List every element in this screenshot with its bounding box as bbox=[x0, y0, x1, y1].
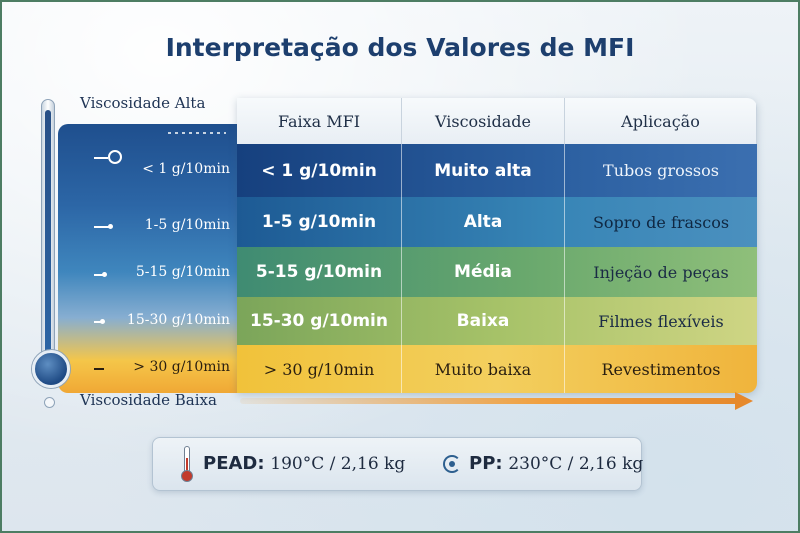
test-conditions-box: PEAD: 190°C / 2,16 kg PP: 230°C / 2,16 k… bbox=[152, 437, 643, 491]
cell-faixa: 5-15 g/10min bbox=[237, 247, 402, 297]
ring-icon bbox=[108, 150, 122, 164]
cell-viscosidade: Baixa bbox=[402, 297, 565, 345]
thermometer-icon bbox=[181, 446, 193, 484]
cell-viscosidade: Muito baixa bbox=[402, 345, 565, 393]
scale-top-label: Viscosidade Alta bbox=[80, 94, 206, 112]
header-viscosidade: Viscosidade bbox=[402, 98, 565, 144]
cell-aplicacao: Filmes flexíveis bbox=[598, 311, 724, 331]
cell-faixa: > 30 g/10min bbox=[237, 345, 402, 393]
cell-aplicacao: Revestimentos bbox=[601, 359, 721, 379]
table-row: > 30 g/10min Muito baixa Revestimentos bbox=[237, 345, 757, 393]
pead-condition: PEAD: 190°C / 2,16 kg bbox=[203, 453, 405, 474]
scale-panel: < 1 g/10min 1-5 g/10min 5-15 g/10min 15-… bbox=[58, 124, 238, 393]
pp-value: 230°C / 2,16 kg bbox=[508, 454, 644, 474]
scale-end-dot bbox=[44, 397, 55, 408]
pead-label: PEAD: bbox=[203, 453, 265, 474]
table-row: 15-30 g/10min Baixa Filmes flexíveis bbox=[237, 297, 757, 345]
scale-dot bbox=[100, 319, 105, 324]
scale-tick bbox=[94, 157, 108, 159]
cell-aplicacao: Sopro de frascos bbox=[592, 212, 730, 232]
scale-level-2: 1-5 g/10min bbox=[144, 217, 230, 233]
pp-label: PP: bbox=[469, 453, 503, 474]
cell-aplicacao: Tubos grossos bbox=[603, 161, 719, 180]
cell-aplicacao: Injeção de peças bbox=[593, 262, 729, 282]
scale-level-4: 15-30 g/10min bbox=[126, 312, 230, 328]
viscosity-arrow bbox=[240, 398, 740, 404]
table-header: Faixa MFI Viscosidade Aplicação bbox=[237, 98, 757, 144]
arrow-right-icon bbox=[735, 392, 753, 410]
scale-tick bbox=[94, 226, 110, 228]
scale-tick bbox=[94, 321, 102, 323]
header-aplicacao: Aplicação bbox=[565, 98, 757, 144]
thermometer-bulb bbox=[32, 350, 70, 388]
scale-level-1: < 1 g/10min bbox=[142, 161, 230, 177]
scale-bottom-label: Viscosidade Baixa bbox=[80, 391, 217, 409]
scale-dot bbox=[102, 272, 107, 277]
scale-tick bbox=[94, 274, 104, 276]
scale-level-5: > 30 g/10min bbox=[133, 359, 230, 375]
cell-faixa: 1-5 g/10min bbox=[237, 197, 402, 247]
cell-faixa: < 1 g/10min bbox=[237, 144, 402, 197]
table-row: 5-15 g/10min Média Injeção de peças bbox=[237, 247, 757, 297]
page-title: Interpretação dos Valores de MFI bbox=[165, 33, 635, 62]
cell-viscosidade: Alta bbox=[402, 197, 565, 247]
mfi-table: Faixa MFI Viscosidade Aplicação < 1 g/10… bbox=[237, 98, 757, 393]
cell-viscosidade: Muito alta bbox=[402, 144, 565, 197]
rotation-icon bbox=[443, 455, 461, 473]
cell-viscosidade: Média bbox=[402, 247, 565, 297]
table-row: 1-5 g/10min Alta Sopro de frascos bbox=[237, 197, 757, 247]
pead-value: 190°C / 2,16 kg bbox=[270, 454, 406, 474]
scale-tick bbox=[94, 368, 104, 370]
header-faixa: Faixa MFI bbox=[237, 98, 402, 144]
cell-faixa: 15-30 g/10min bbox=[237, 297, 402, 345]
scale-dot bbox=[108, 224, 113, 229]
scale-level-3: 5-15 g/10min bbox=[135, 264, 230, 280]
pp-condition: PP: 230°C / 2,16 kg bbox=[469, 453, 643, 474]
table-row: < 1 g/10min Muito alta Tubos grossos bbox=[237, 144, 757, 197]
thermometer-fill bbox=[45, 110, 51, 368]
dotted-divider bbox=[168, 132, 226, 134]
